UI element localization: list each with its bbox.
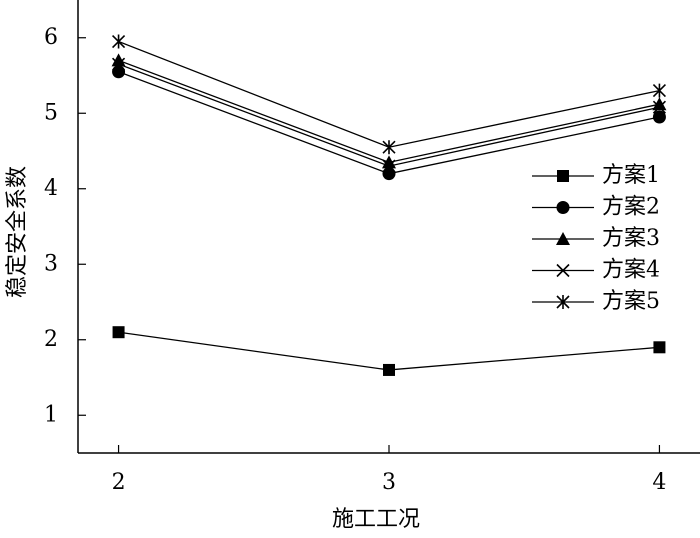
marker [112,65,126,79]
marker [112,326,125,339]
marker [382,140,396,155]
y-tick-label: 5 [44,100,58,125]
marker [652,100,667,114]
y-tick-label: 3 [44,251,58,276]
y-tick-label: 2 [44,327,58,352]
legend-marker [556,295,570,309]
marker [383,363,395,376]
marker [652,110,666,124]
x-tick-label: 2 [112,470,126,495]
marker [652,83,667,98]
legend-label: 方案1 [602,163,660,188]
marker [653,341,666,354]
y-axis-label: 稳定安全系数 [5,166,30,298]
x-axis-label: 施工工况 [332,507,420,532]
legend-marker [557,170,569,182]
legend-label: 方案3 [602,226,660,251]
x-tick-label: 3 [382,470,396,495]
marker [111,53,126,67]
legend-marker [556,201,570,214]
legend-label: 方案2 [602,195,660,220]
marker [652,97,667,111]
y-tick-label: 1 [44,402,58,427]
marker [111,57,126,71]
legend-label: 方案4 [602,258,660,283]
y-tick-label: 4 [44,176,58,201]
x-tick-label: 4 [652,470,666,495]
legend-marker [556,263,570,278]
marker [382,167,396,181]
legend-label: 方案5 [602,289,660,314]
legend-marker [556,232,570,245]
marker [111,34,126,49]
marker [382,159,396,173]
y-tick-label: 6 [44,25,58,50]
